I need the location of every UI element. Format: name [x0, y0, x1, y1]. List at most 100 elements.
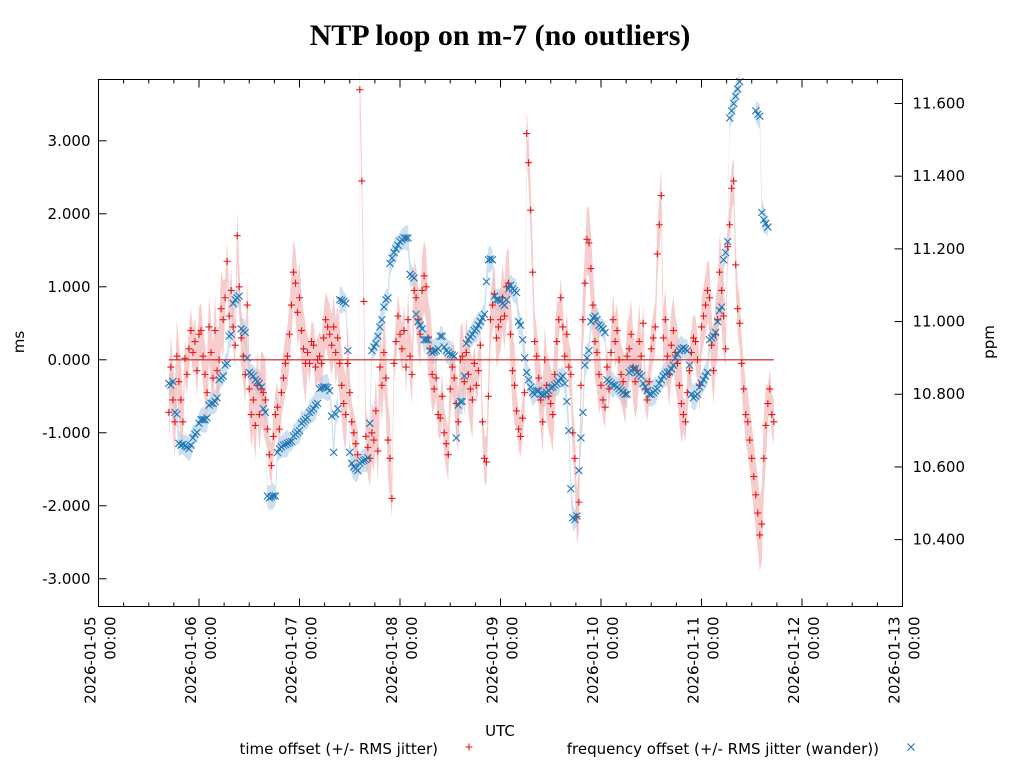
- time-offset-point: [679, 411, 687, 419]
- time-offset-point: [384, 436, 392, 444]
- time-offset-point: [497, 316, 504, 324]
- frequency-offset-point: [593, 315, 601, 324]
- frequency-offset-point: [709, 332, 718, 340]
- frequency-offset-point: [281, 440, 290, 449]
- frequency-offset-point: [599, 324, 607, 333]
- frequency-offset-point: [723, 237, 732, 246]
- time-offset-point: [601, 403, 609, 411]
- x-tick-label-date: 2026-01-11: [685, 617, 703, 704]
- time-offset-point: [249, 396, 257, 404]
- time-offset-point: [169, 396, 177, 404]
- time-offset-point: [185, 345, 193, 353]
- time-offset-point: [565, 363, 573, 371]
- frequency-offset-point: [390, 248, 398, 257]
- x-tick-label-time: 00:00: [805, 617, 823, 660]
- y2-axis-label: ppm: [980, 325, 998, 359]
- frequency-offset-point: [577, 433, 585, 442]
- time-offset-point: [738, 359, 746, 367]
- frequency-offset-point: [693, 390, 702, 399]
- axes: -3.000 -2.000 -1.000 0.000 1.000 2.000 3.000 10…: [42, 79, 966, 704]
- time-offset-point: [213, 367, 221, 375]
- time-offset-point: [440, 429, 448, 437]
- frequency-offset-point: [343, 346, 352, 355]
- time-offset-point: [434, 411, 442, 419]
- time-offset-point: [336, 359, 344, 367]
- frequency-offset-point: [757, 208, 766, 217]
- time-offset-point: [201, 370, 209, 378]
- frequency-offset-point: [257, 383, 266, 391]
- frequency-offset-point: [761, 219, 770, 228]
- legend-label-time-offset: time offset (+/- RMS jitter): [239, 740, 438, 758]
- y-tick-label: -1.000: [42, 424, 90, 442]
- frequency-offset-point: [374, 332, 382, 340]
- time-offset-point: [364, 443, 372, 451]
- frequency-offset-point: [345, 448, 354, 457]
- frequency-offset-point: [327, 412, 336, 420]
- frequency-offset-point: [609, 381, 617, 390]
- time-offset-point: [482, 458, 490, 466]
- frequency-offset-point: [283, 439, 292, 448]
- frequency-offset-point: [376, 323, 384, 331]
- frequency-offset-point: [456, 397, 465, 406]
- time-offset-point: [354, 451, 362, 459]
- time-offset-point: [376, 363, 384, 371]
- time-offset-point: [698, 323, 705, 331]
- time-offset-point: [555, 316, 563, 324]
- time-offset-point: [281, 359, 289, 367]
- x-tick-label-time: 00:00: [705, 617, 723, 660]
- time-offset-point: [511, 381, 519, 389]
- frequency-offset-point: [337, 296, 346, 305]
- frequency-offset-point: [235, 292, 244, 301]
- time-offset-point: [454, 418, 462, 426]
- time-offset-point: [501, 312, 509, 320]
- time-offset-point: [279, 374, 287, 382]
- y2-tick-label: 10.800: [913, 385, 966, 403]
- frequency-offset-point: [721, 248, 730, 257]
- time-offset-point: [223, 257, 231, 265]
- time-offset-point: [607, 348, 615, 356]
- frequency-offset-point: [703, 368, 712, 377]
- frequency-offset-point: [325, 386, 334, 395]
- frequency-offset-point: [566, 484, 575, 493]
- time-offset-point: [460, 378, 468, 386]
- time-offset-point: [768, 411, 776, 419]
- time-offset-point: [617, 370, 625, 378]
- frequency-offset-point: [554, 377, 563, 386]
- frequency-offset-point: [269, 492, 278, 500]
- frequency-offset-point: [193, 428, 201, 437]
- frequency-offset-point: [673, 350, 682, 359]
- time-offset-point: [197, 327, 205, 335]
- frequency-offset-point: [462, 339, 471, 348]
- time-offset-point: [312, 363, 320, 371]
- frequency-offset-point: [199, 415, 207, 424]
- frequency-offset-point: [219, 372, 228, 380]
- time-offset-point: [420, 272, 428, 280]
- frequency-offset-point: [538, 391, 547, 399]
- time-offset-point: [770, 418, 778, 426]
- time-offset-point: [408, 370, 416, 378]
- time-offset-point: [372, 407, 380, 415]
- x-axis-label: UTC: [485, 722, 515, 740]
- frequency-offset-point: [518, 335, 527, 344]
- frequency-offset-point: [371, 339, 380, 348]
- time-offset-point: [233, 232, 241, 240]
- time-offset-point: [247, 411, 255, 419]
- frequency-offset-point: [333, 404, 342, 413]
- frequency-offset-point: [367, 346, 376, 355]
- frequency-offset-point: [631, 364, 640, 373]
- time-offset-point: [350, 429, 358, 437]
- x-tick-label-time: 00:00: [303, 617, 321, 660]
- y-axis-label: ms: [10, 331, 28, 354]
- error-bands: [168, 65, 774, 572]
- x-tick-label-time: 00:00: [504, 617, 522, 660]
- frequency-offset-point: [440, 343, 449, 351]
- frequency-offset-point: [365, 419, 374, 428]
- time-offset-point: [700, 312, 708, 320]
- time-offset-point: [438, 392, 446, 400]
- time-offset-point: [298, 327, 306, 335]
- time-offset-point: [334, 334, 342, 342]
- frequency-offset-point: [223, 359, 232, 368]
- frequency-offset-point: [265, 493, 274, 502]
- time-offset-point: [396, 330, 404, 338]
- time-offset-point: [205, 323, 213, 331]
